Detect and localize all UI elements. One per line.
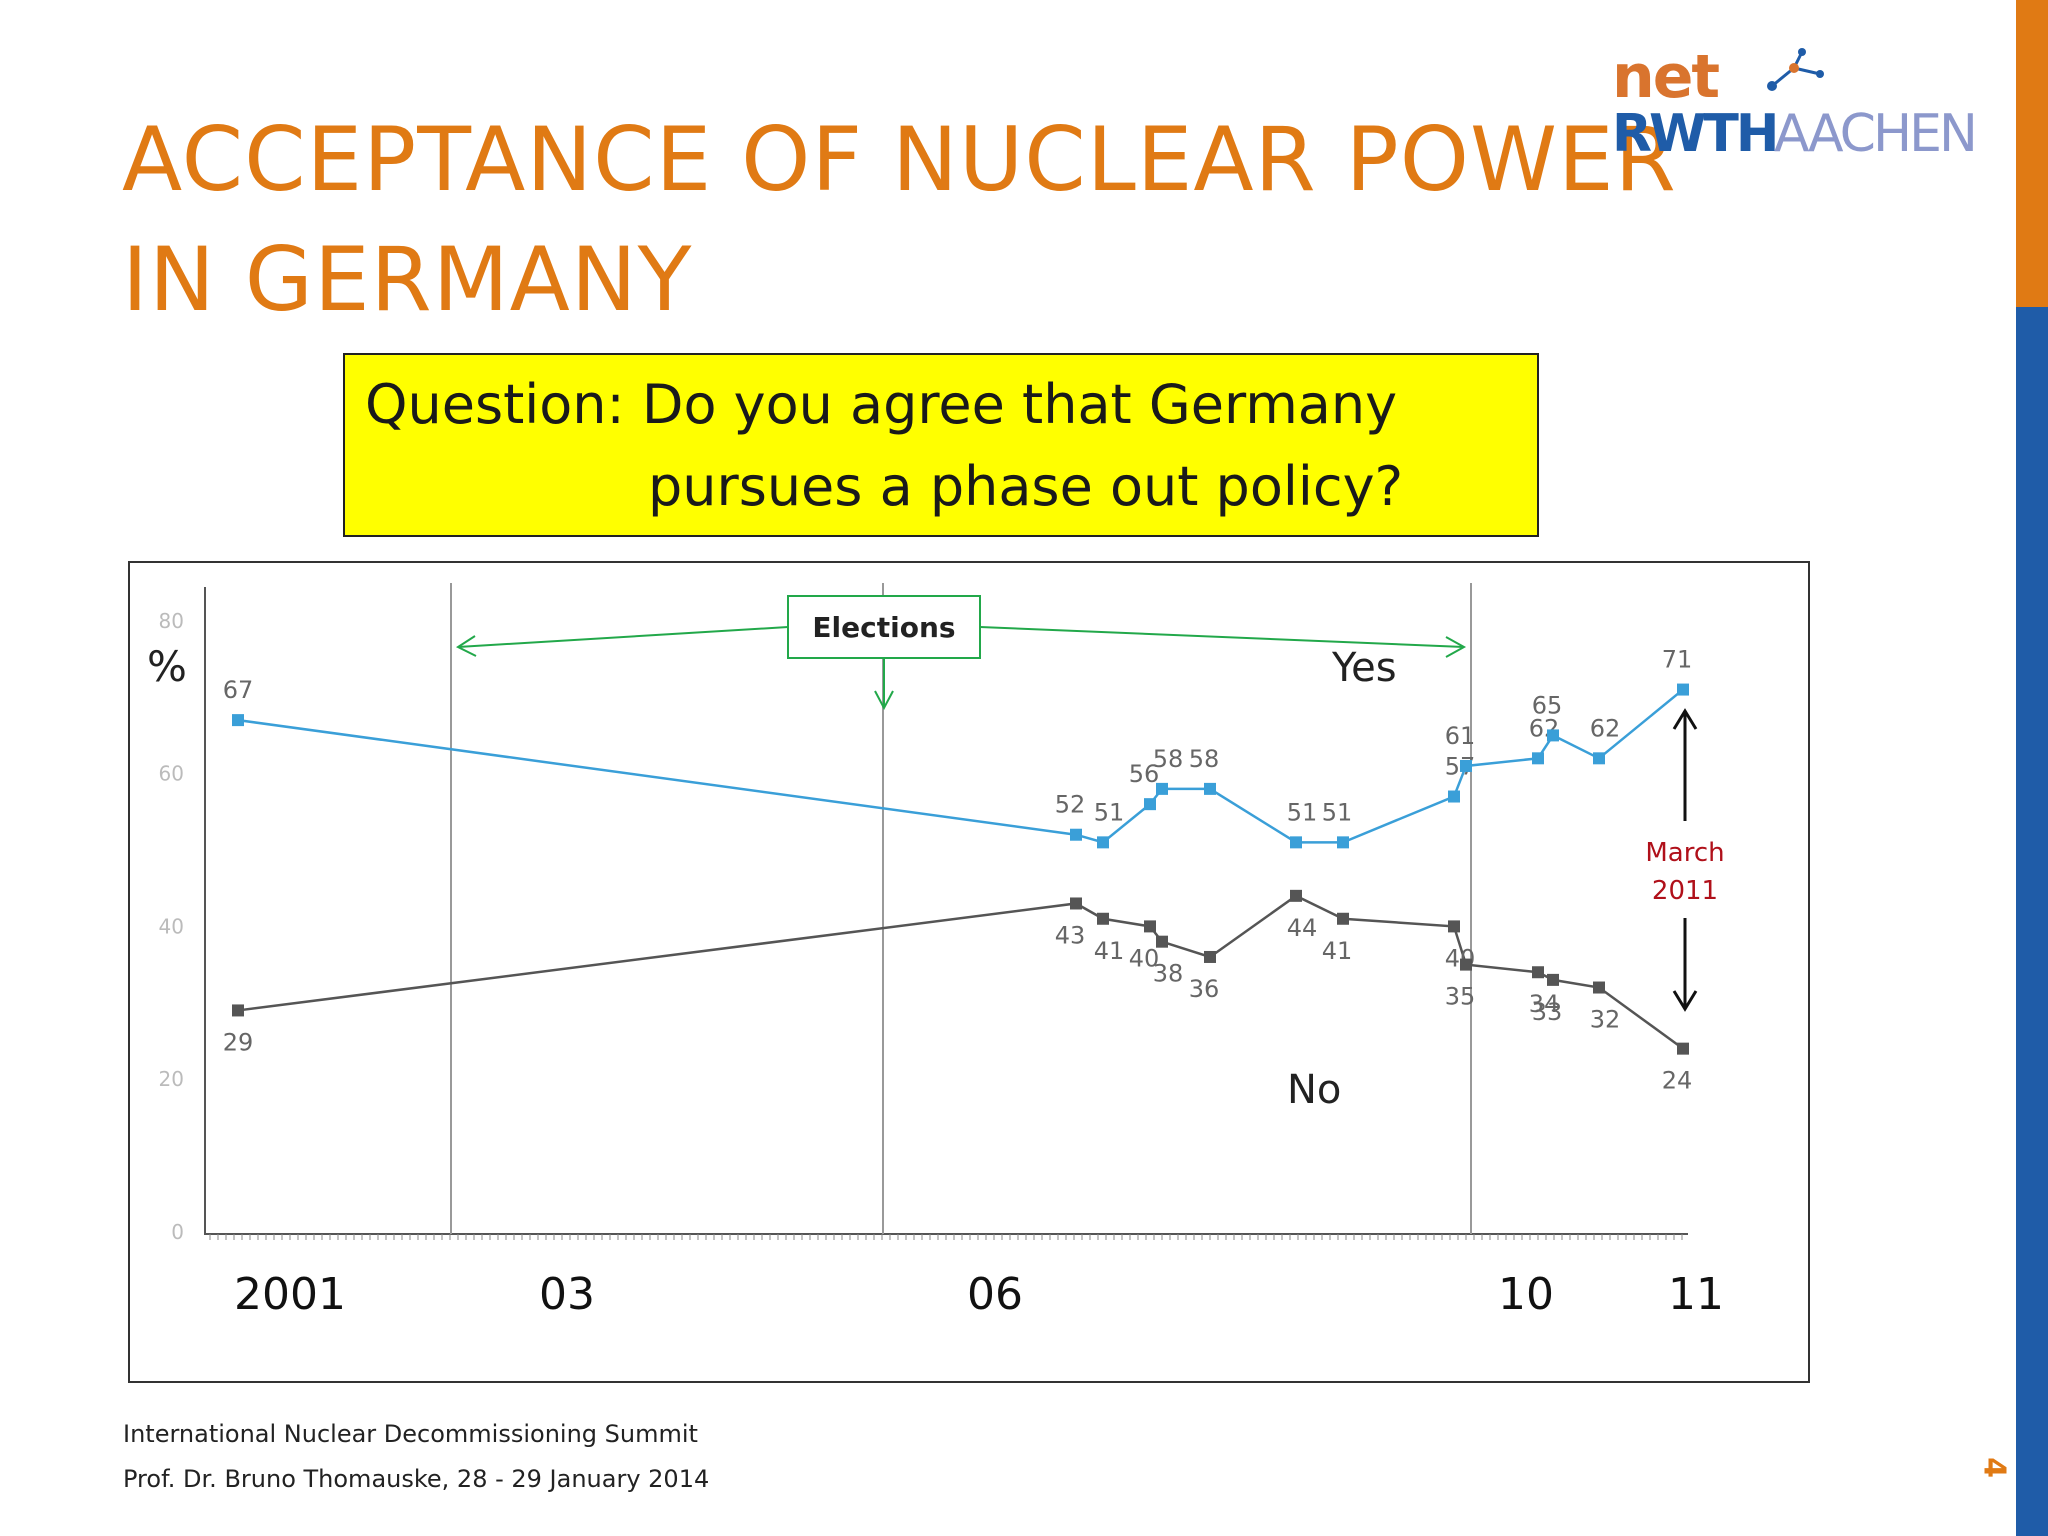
yes-data-label: 51 (1094, 798, 1125, 826)
no-data-label: 38 (1153, 960, 1184, 988)
elections-arrow-right (979, 626, 1465, 648)
elections-arrowhead-down (874, 690, 894, 711)
no-data-point (232, 1004, 244, 1017)
yes-data-point (1547, 729, 1559, 742)
y-unit-label: % (147, 642, 187, 691)
y-tick-label: 60 (159, 762, 184, 786)
elections-arrow-left (457, 626, 789, 648)
no-data-point (1677, 1042, 1689, 1055)
yes-data-label: 52 (1055, 791, 1086, 819)
no-data-point (1532, 966, 1544, 979)
no-data-label: 29 (223, 1028, 254, 1056)
yes-data-label: 56 (1129, 760, 1160, 788)
no-data-point (1448, 920, 1460, 933)
side-bar-orange (2016, 0, 2048, 307)
march-label-line2: 2011 (1652, 876, 1718, 906)
yes-data-point (1097, 836, 1109, 849)
y-tick-label: 40 (159, 914, 184, 938)
yes-data-point (1532, 752, 1544, 765)
x-tick-label: 03 (539, 1269, 595, 1320)
yes-data-label: 58 (1189, 745, 1220, 773)
no-data-point (1290, 889, 1302, 902)
yes-data-point (1337, 836, 1349, 849)
logo-aachen-text: AACHEN (1774, 104, 1978, 164)
yes-data-point (1144, 798, 1156, 811)
no-data-point (1460, 958, 1472, 971)
yes-data-label: 67 (223, 676, 254, 704)
no-data-label: 41 (1094, 937, 1125, 965)
no-data-point (1593, 981, 1605, 994)
march-arrowhead-down (1672, 990, 1698, 1012)
footer-author: Prof. Dr. Bruno Thomauske, 28 - 29 Janua… (123, 1465, 710, 1493)
x-tick-label: 06 (967, 1269, 1023, 1320)
yes-data-point (1448, 790, 1460, 803)
yes-data-label: 58 (1153, 745, 1184, 773)
yes-data-point (1593, 752, 1605, 765)
no-data-label: 40 (1129, 944, 1160, 972)
no-data-point (1144, 920, 1156, 933)
x-tick-label: 11 (1668, 1269, 1724, 1320)
question-box: Question: Do you agree that Germany purs… (343, 353, 1539, 537)
slide-title-line1: ACCEPTANCE OF NUCLEAR POWER (122, 108, 1677, 211)
yes-data-point (1460, 759, 1472, 772)
march-arrowhead-up (1672, 708, 1698, 730)
yes-data-point (1290, 836, 1302, 849)
no-data-point (1070, 897, 1082, 910)
yes-data-point (1204, 782, 1216, 795)
yes-data-label: 71 (1662, 646, 1693, 674)
no-data-label: 43 (1055, 921, 1086, 949)
y-tick-label: 80 (159, 609, 184, 633)
no-data-label: 41 (1322, 937, 1353, 965)
no-data-point (1097, 912, 1109, 925)
no-data-point (1156, 935, 1168, 948)
slide-title: ACCEPTANCE OF NUCLEAR POWER IN GERMANY (122, 100, 1677, 340)
x-tick-label: 2001 (234, 1269, 346, 1320)
question-line2: pursues a phase out policy? (648, 455, 1404, 518)
y-tick-label: 0 (171, 1220, 184, 1244)
y-tick-label: 20 (159, 1067, 184, 1091)
net-rwth-aachen-logo: net RWTH AACHEN (1612, 42, 1978, 172)
elections-label: Elections (812, 611, 955, 644)
yes-data-label: 62 (1590, 714, 1621, 742)
yes-data-label: 61 (1445, 722, 1476, 750)
slide-title-line2: IN GERMANY (122, 228, 693, 331)
no-data-point (1337, 912, 1349, 925)
no-data-label: 44 (1287, 914, 1318, 942)
no-data-point (1204, 950, 1216, 963)
yes-data-label: 65 (1532, 691, 1563, 719)
yes-series-label: Yes (1331, 645, 1397, 691)
no-data-label: 34 (1529, 990, 1560, 1018)
footer-event: International Nuclear Decommissioning Su… (123, 1420, 698, 1448)
yes-data-label: 51 (1322, 798, 1353, 826)
no-data-point (1547, 973, 1559, 986)
logo-rwth-text: RWTH (1612, 104, 1779, 164)
yes-data-label: 51 (1287, 798, 1318, 826)
yes-data-point (232, 714, 244, 727)
no-data-label: 24 (1662, 1067, 1693, 1095)
chart-frame: 0 20 40 60 80% 2001 03 06 10 11 Elections 67 52 51 56 5… (128, 561, 1810, 1383)
no-data-label: 35 (1445, 983, 1476, 1011)
march-label-line1: March (1645, 838, 1724, 868)
no-data-label: 36 (1189, 975, 1220, 1003)
no-data-label: 33 (1532, 998, 1563, 1026)
elections-arrowhead-right (1445, 636, 1467, 658)
question-line1: Question: Do you agree that Germany (365, 373, 1398, 436)
yes-data-point (1677, 683, 1689, 696)
elections-arrowhead-left (455, 635, 477, 657)
x-tick-label: 10 (1498, 1269, 1554, 1320)
side-bar-blue (2016, 307, 2048, 1536)
yes-data-point (1156, 782, 1168, 795)
logo-net-text: net (1612, 42, 1720, 112)
yes-data-point (1070, 828, 1082, 841)
network-dots-icon (1767, 48, 1824, 91)
elections-label-box (787, 595, 981, 659)
no-series-label: No (1287, 1067, 1341, 1113)
page-number: 4 (1976, 1457, 2012, 1478)
no-data-label: 32 (1590, 1006, 1621, 1034)
